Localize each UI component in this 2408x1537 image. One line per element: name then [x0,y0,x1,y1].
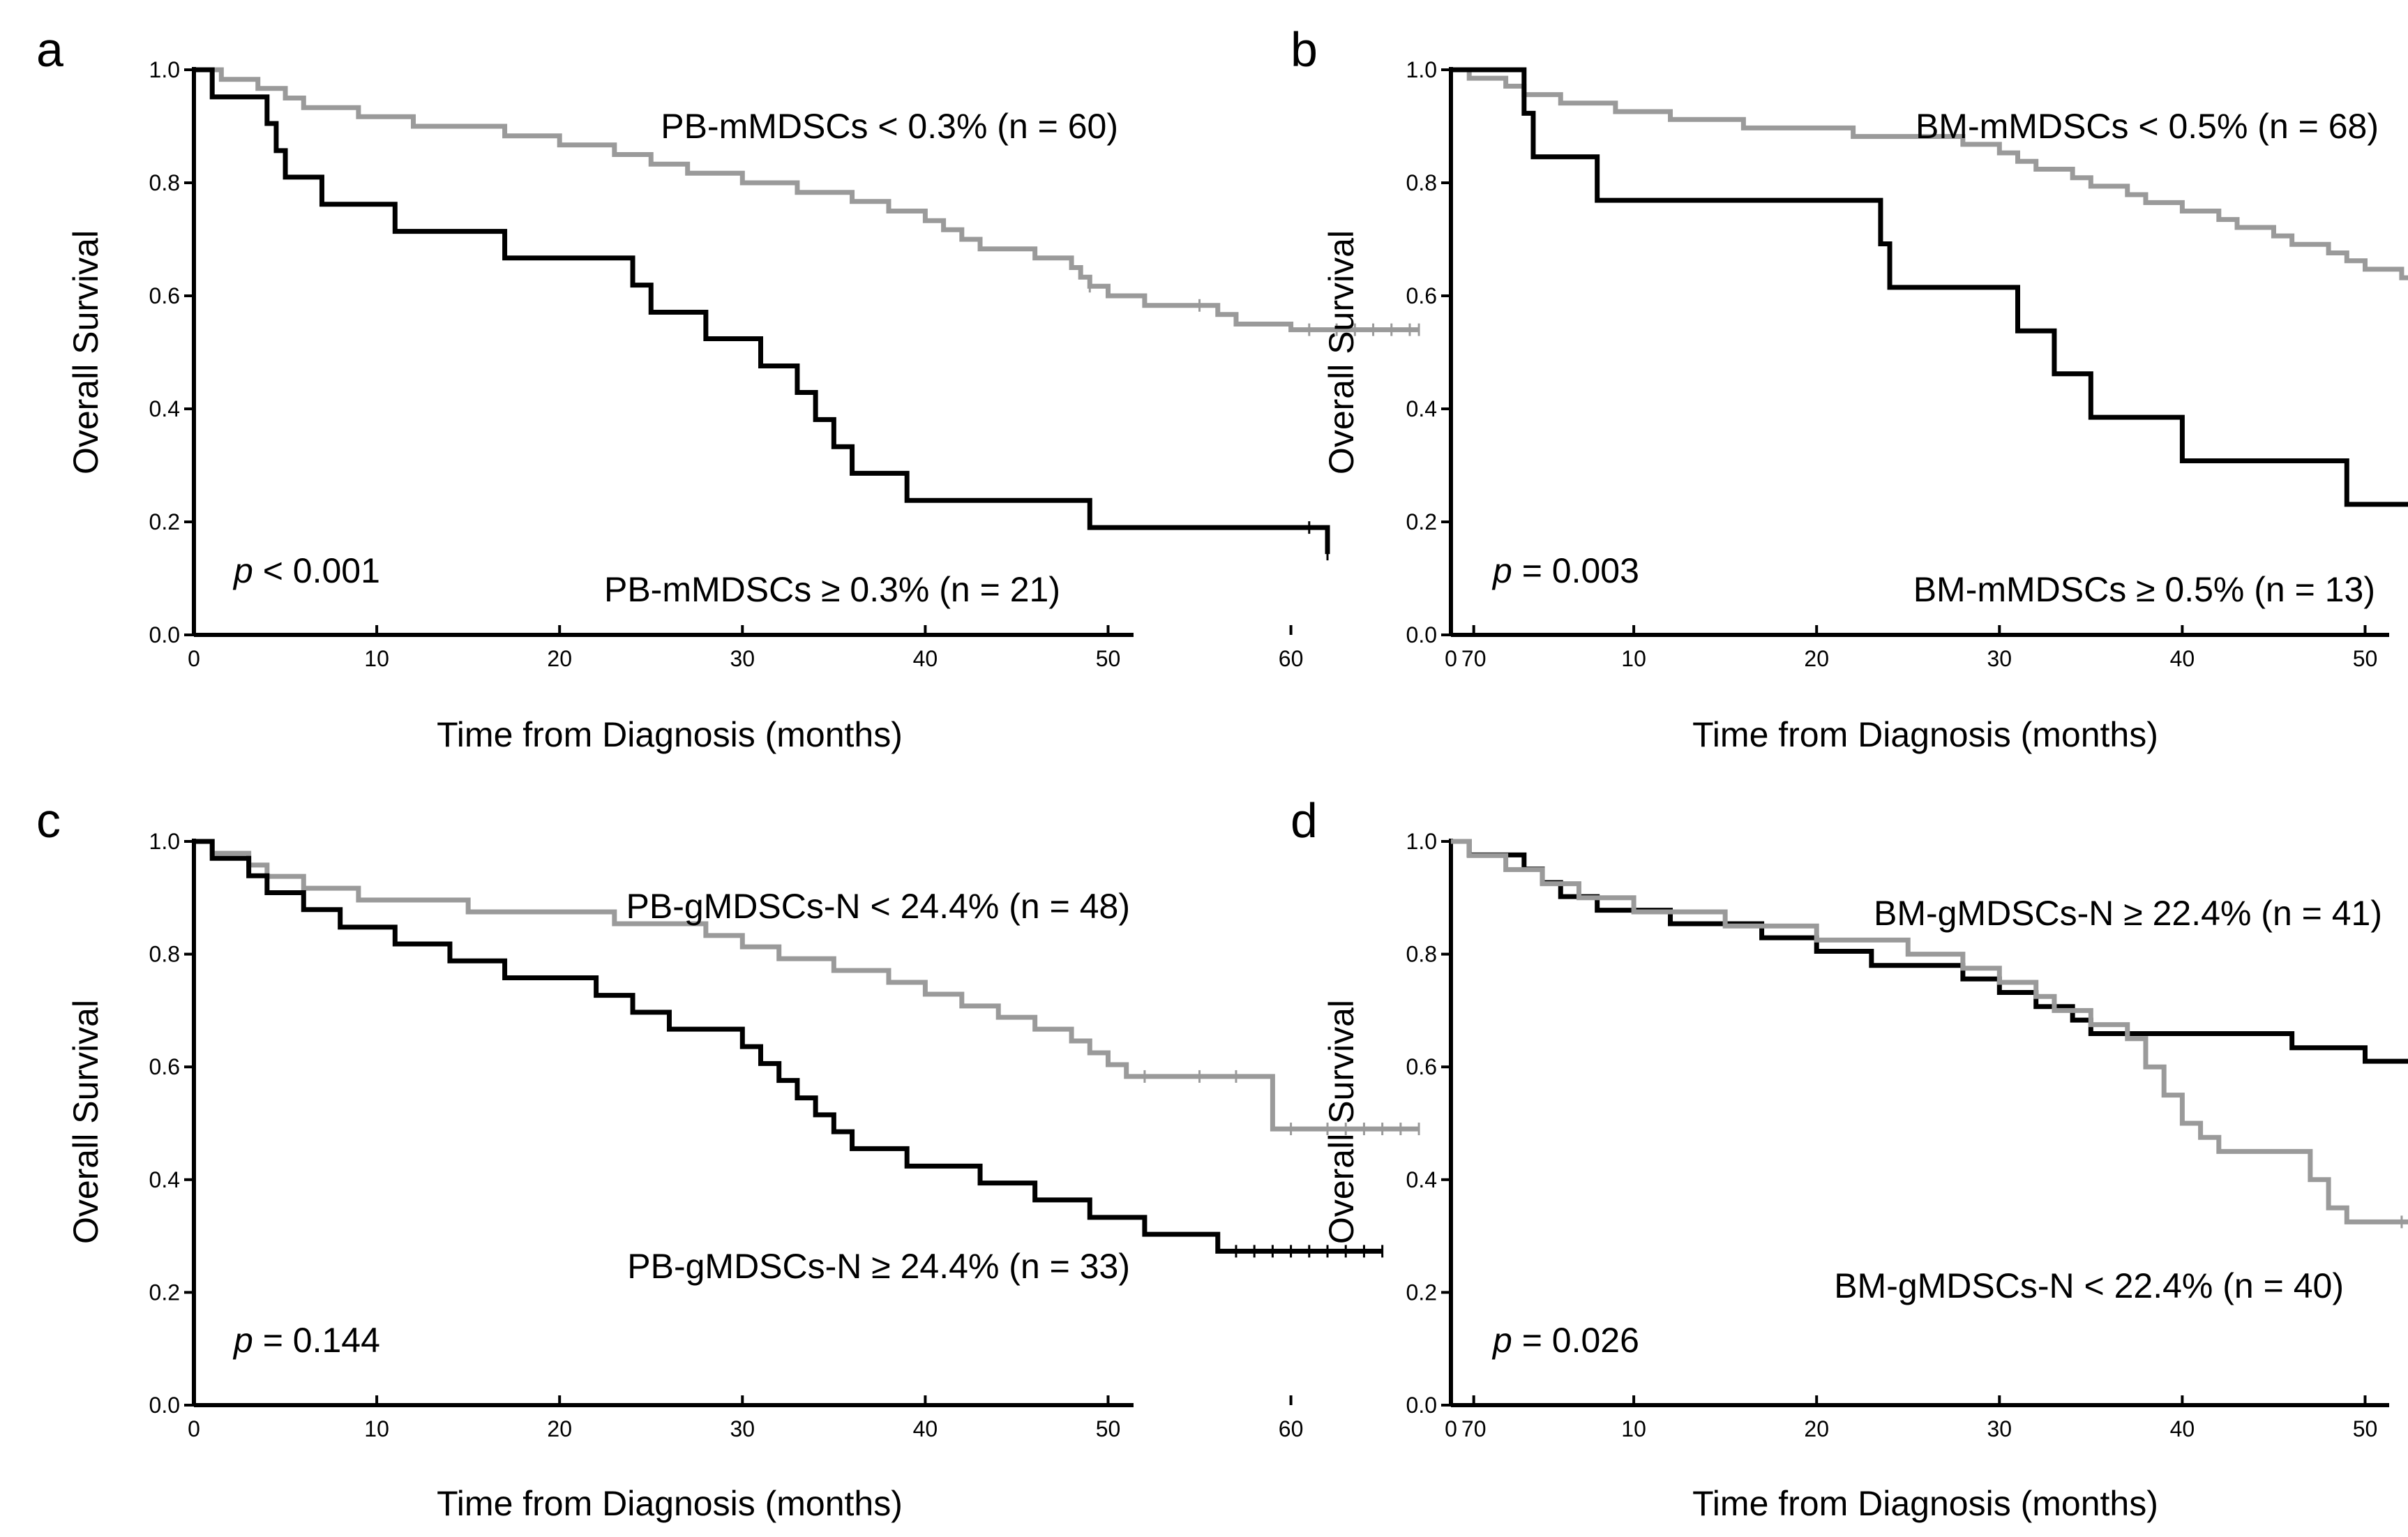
panel-c-p-value: p = 0.144 [232,1321,380,1360]
panel-d-y-tick-label: 0.6 [1406,1054,1437,1079]
panel-d-x-tick-label: 0 [1445,1416,1457,1441]
panel-c-series-1-label: PB-gMDSCs-N < 24.4% (n = 48) [626,887,1131,926]
panel-d-x-tick-label: 30 [1987,1416,2012,1441]
panel-c-y-tick-label: 0.8 [149,942,180,967]
panel-b-series-1-label: BM-mMDSCs < 0.5% (n = 68) [1916,107,2379,146]
panel-a-x-tick-label: 0 [188,646,200,671]
panel-d-x-tick-label: 20 [1804,1416,1829,1441]
panel-d-x-axis-label: Time from Diagnosis (months) [1692,1484,2158,1523]
panel-a-x-tick-label: 50 [1096,646,1121,671]
panel-a-y-tick-label: 0.0 [149,622,180,647]
panel-d-series-2-label: BM-gMDSCs-N < 22.4% (n = 40) [1834,1266,2344,1305]
panel-c-series-1-curve [194,839,1420,1132]
panel-d-y-tick-label: 0.4 [1406,1167,1437,1192]
panel-a-letter: a [36,22,63,77]
panel-a-y-tick-label: 0.4 [149,396,180,421]
panel-b-x-axis-label: Time from Diagnosis (months) [1692,715,2158,754]
panel-c-letter: c [36,793,61,848]
panel-a-y-tick-label: 0.2 [149,509,180,534]
panel-b-x-tick-label: 30 [1987,646,2012,671]
panel-a-x-tick-label: 40 [913,646,938,671]
panel-c-y-axis-label: Overall Survival [66,1000,105,1244]
panel-d-p-value: p = 0.026 [1491,1321,1639,1360]
panel-a-p-value: p < 0.001 [232,551,380,590]
panel-b-y-tick-label: 0.2 [1406,509,1437,534]
panel-c-x-axis-label: Time from Diagnosis (months) [437,1484,903,1523]
panel-c-series-2-curve [194,839,1383,1254]
panel-a-x-tick-label: 60 [1279,646,1304,671]
panel-b-y-tick-label: 0.4 [1406,396,1437,421]
panel-c-x-tick-label: 70 [1461,1416,1487,1441]
panel-c-y-tick-label: 0.0 [149,1393,180,1418]
panel-b-series-2-curve [1451,67,2408,507]
panel-c-y-tick-label: 0.4 [149,1167,180,1192]
panel-d-x-tick-label: 40 [2170,1416,2195,1441]
panel-d-x-tick-label: 10 [1621,1416,1646,1441]
panel-b-series-2-label: BM-mMDSCs ≥ 0.5% (n = 13) [1913,570,2375,609]
panel-b-y-tick-label: 0.8 [1406,170,1437,195]
panel-b-x-tick-label: 40 [2170,646,2195,671]
panel-a-y-tick-label: 0.6 [149,283,180,308]
panel-d-y-axis-label: Overall Survival [1322,1000,1361,1244]
panel-b-series-1-curve [1451,67,2408,280]
panel-d-y-tick-label: 0.8 [1406,942,1437,967]
panel-b-y-axis-label: Overall Survival [1322,230,1361,474]
panel-b-x-tick-label: 50 [2353,646,2378,671]
panel-c-x-tick-label: 40 [913,1416,938,1441]
panel-d-y-tick-label: 1.0 [1406,829,1437,854]
panel-d-series-1-label: BM-gMDSCs-N ≥ 22.4% (n = 41) [1874,894,2382,933]
panel-a-x-tick-label: 30 [730,646,755,671]
panel-c-x-tick-label: 0 [188,1416,200,1441]
panel-a-x-tick-label: 20 [547,646,572,671]
panel-c-x-tick-label: 60 [1279,1416,1304,1441]
panel-a-x-axis-label: Time from Diagnosis (months) [437,715,903,754]
panel-b-y-tick-label: 1.0 [1406,57,1437,82]
panel-d-series-1-curve [1451,839,2408,1064]
panel-a-series-2-curve [194,67,1330,555]
panel-c-y-tick-label: 0.2 [149,1280,180,1305]
panel-c-series-2-label: PB-gMDSCs-N ≥ 24.4% (n = 33) [627,1247,1130,1286]
panel-d-x-tick-label: 50 [2353,1416,2378,1441]
panel-d-series-2-curve [1451,839,2408,1224]
panel-b-x-tick-label: 20 [1804,646,1829,671]
panel-b-p-value: p = 0.003 [1491,551,1639,590]
panel-d-letter: d [1290,793,1318,848]
panel-a-y-axis-label: Overall Survival [66,230,105,474]
panel-c-x-tick-label: 30 [730,1416,755,1441]
panel-c-x-tick-label: 10 [364,1416,389,1441]
panel-a: a 0 10 20 30 40 50 60 70 0.0 0.2 0.4 0.6 0.8 1.0 PB-m… [36,22,1486,754]
panel-d-y-tick-label: 0.0 [1406,1393,1437,1418]
panel-c-y-tick-label: 0.6 [149,1054,180,1079]
panel-a-x-tick-label: 10 [364,646,389,671]
panel-b-y-tick-label: 0.6 [1406,283,1437,308]
panel-c-x-tick-label: 20 [547,1416,572,1441]
panel-b-y-tick-label: 0.0 [1406,622,1437,647]
panel-b-x-tick-label: 0 [1445,646,1457,671]
panel-c-plot: 0 10 20 30 40 50 60 70 0.0 0.2 0.4 0.6 0.8 1.0 [149,829,1487,1441]
panel-c-x-tick-label: 50 [1096,1416,1121,1441]
panel-c-y-tick-label: 1.0 [149,829,180,854]
panel-a-x-tick-label: 70 [1461,646,1487,671]
panel-a-series-1-label: PB-mMDSCs < 0.3% (n = 60) [661,107,1118,146]
panel-a-plot: 0 10 20 30 40 50 60 70 0.0 0.2 0.4 0.6 0.8 1.0 [149,57,1487,671]
panel-d-y-tick-label: 0.2 [1406,1280,1437,1305]
panel-a-y-tick-label: 0.8 [149,170,180,195]
panel-b-letter: b [1290,22,1318,77]
panel-a-series-1-curve [194,67,1420,333]
panel-a-y-tick-label: 1.0 [149,57,180,82]
panel-b-x-tick-label: 10 [1621,646,1646,671]
panel-c: c 0 10 20 30 40 50 60 70 0.0 0.2 0.4 0.6 0.8 1.0 PB-g… [36,793,1486,1523]
panel-a-series-2-label: PB-mMDSCs ≥ 0.3% (n = 21) [604,570,1060,609]
